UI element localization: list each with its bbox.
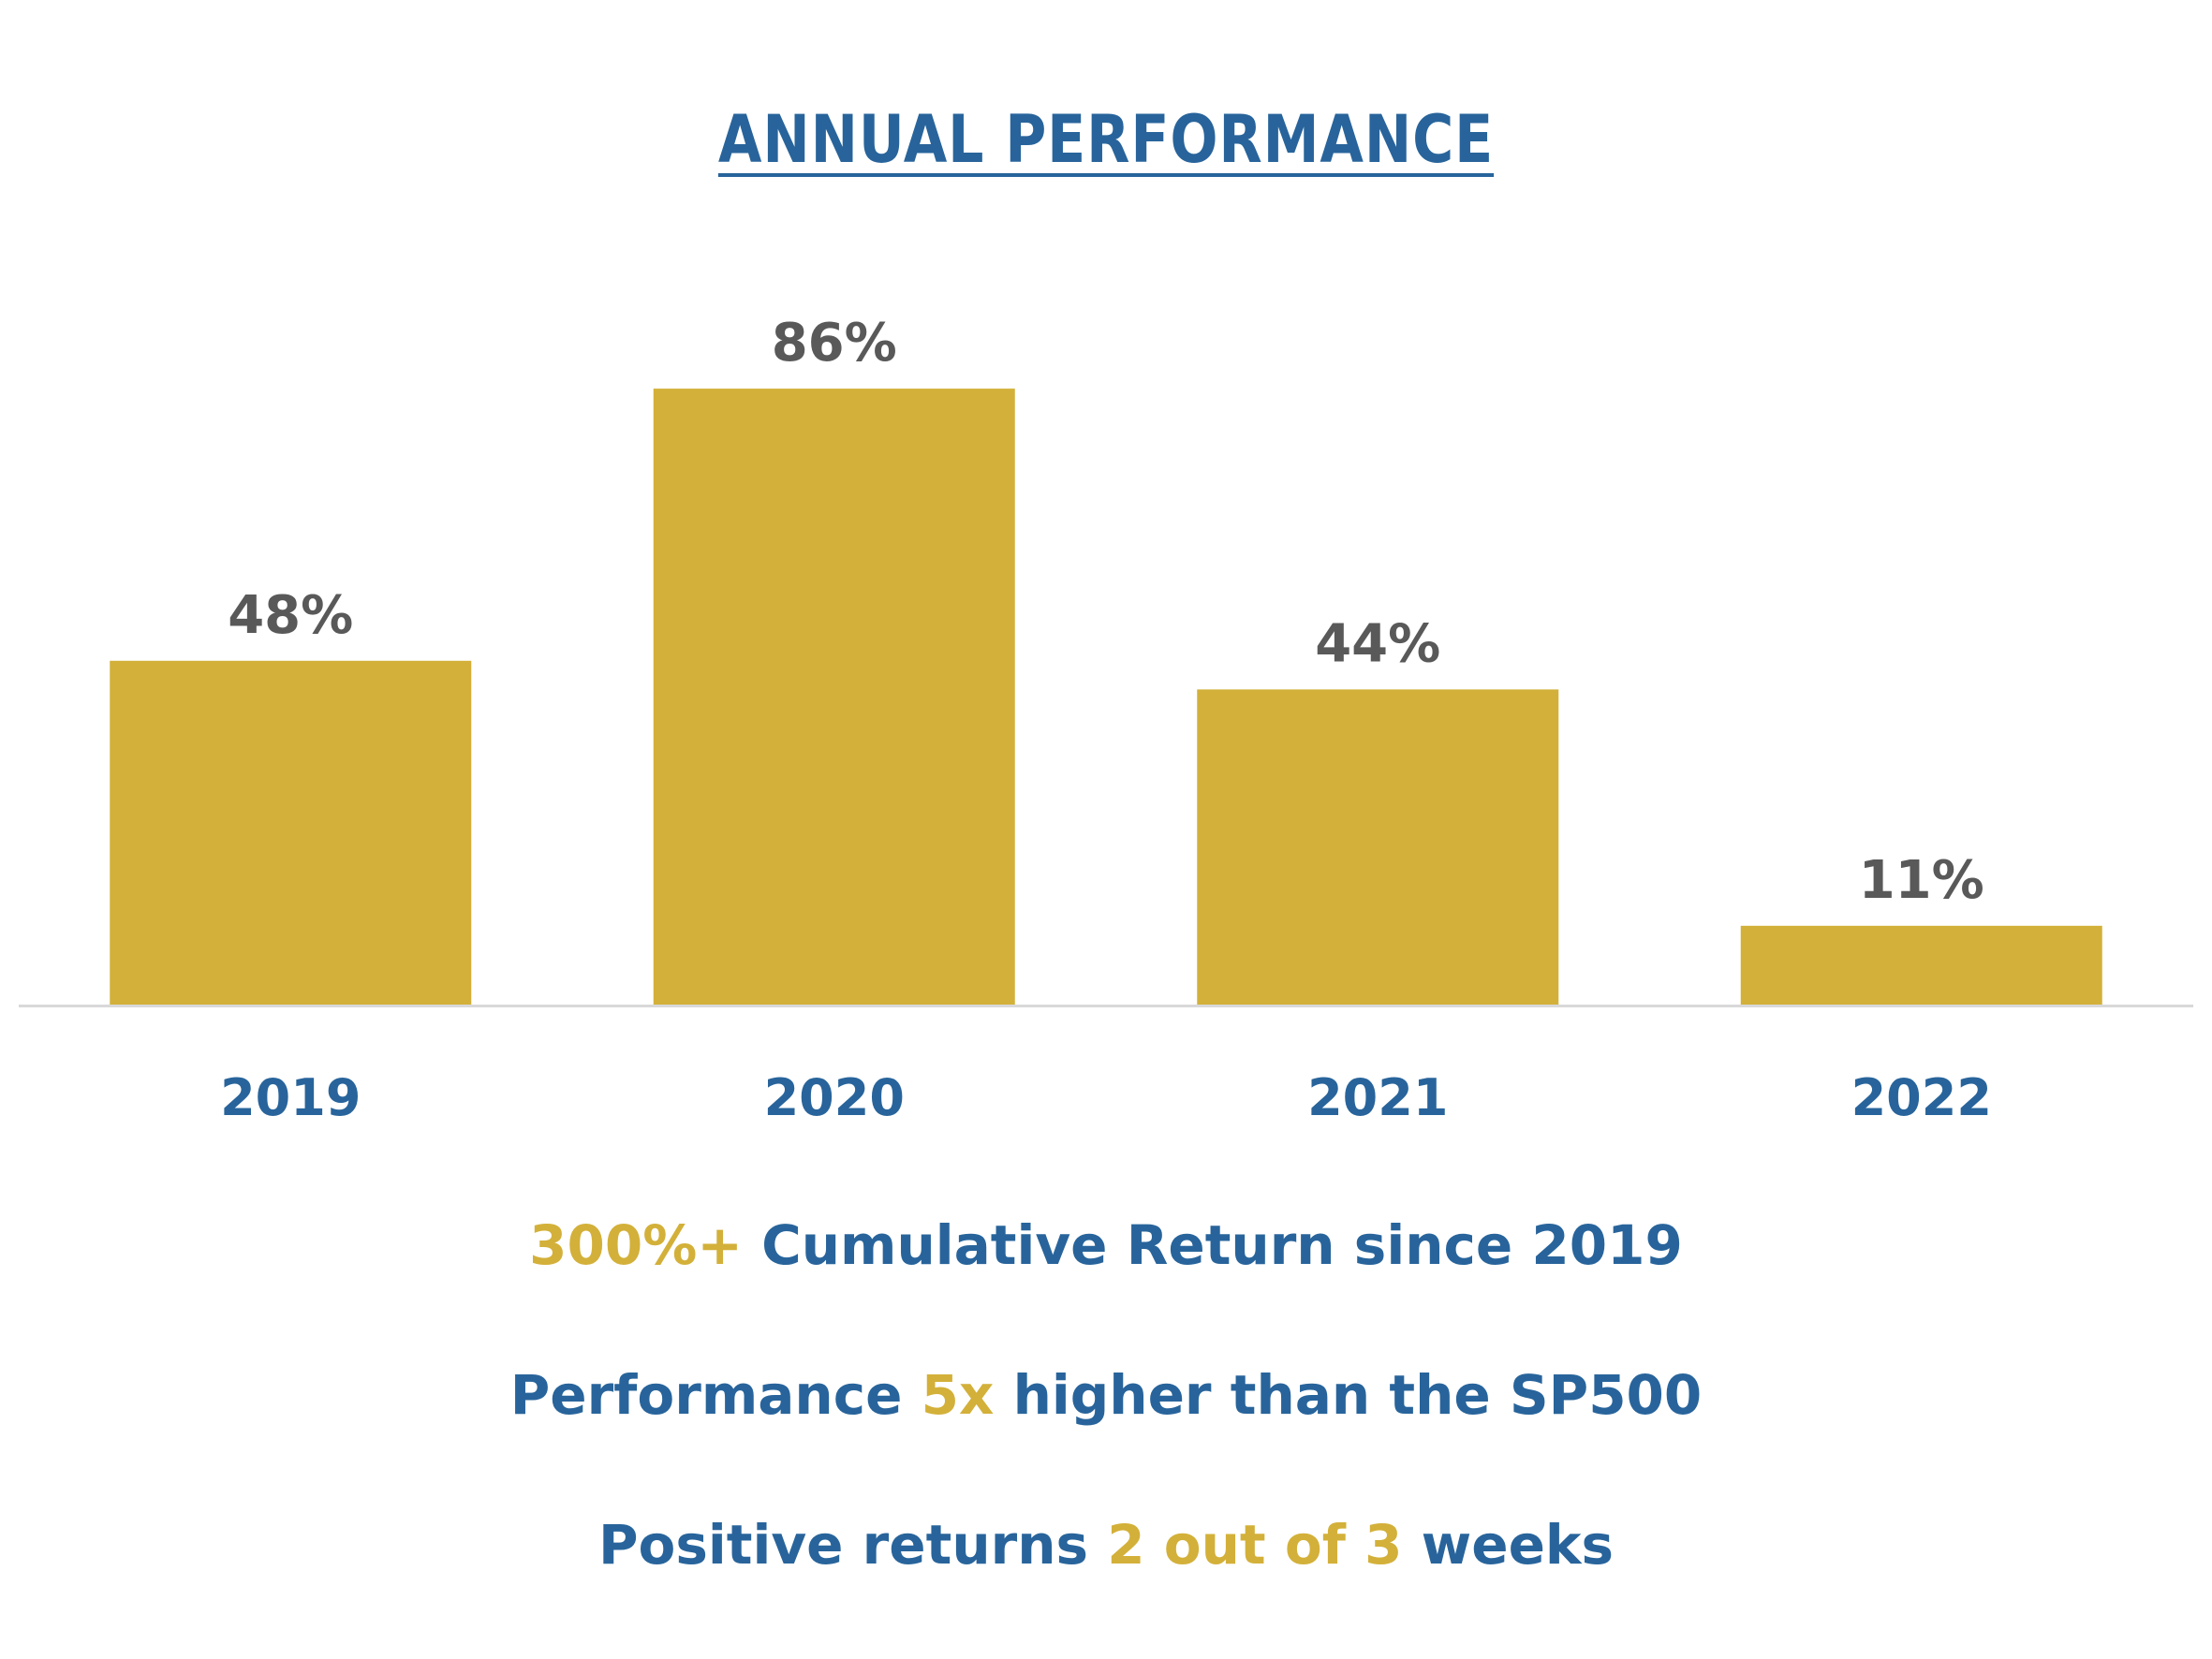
bar-2021	[1197, 689, 1559, 1005]
bar-group	[110, 389, 2102, 1006]
cumulative-return-text: Cumulative Return since 2019	[742, 1213, 1683, 1277]
value-label-2019: 48%	[228, 585, 353, 646]
value-label-group: 48% 86% 44% 11%	[228, 313, 1984, 911]
value-label-2021: 44%	[1315, 613, 1440, 674]
value-label-2020: 86%	[772, 313, 897, 374]
sp500-text-before: Performance	[509, 1363, 922, 1427]
bar-2022	[1740, 925, 2102, 1005]
category-label-2020: 2020	[764, 1068, 905, 1127]
bar-2019	[110, 660, 472, 1005]
category-label-2021: 2021	[1307, 1068, 1448, 1127]
category-label-2022: 2022	[1851, 1068, 1992, 1127]
sp500-multiple-value: 5x	[921, 1363, 995, 1427]
cumulative-return-value: 300%+	[529, 1213, 743, 1277]
sp500-text-after: higher than the SP500	[994, 1363, 1703, 1427]
positive-weeks-text-before: Positive returns	[597, 1513, 1108, 1577]
positive-weeks-text-after: weeks	[1402, 1513, 1615, 1577]
positive-weeks-callout: Positive returns 2 out of 3 weeks	[0, 1513, 2212, 1577]
category-label-group: 2019 2020 2021 2022	[220, 1068, 1992, 1127]
category-label-2019: 2019	[220, 1068, 361, 1127]
chart-title: ANNUAL PERFORMANCE	[717, 101, 1495, 178]
value-label-2022: 11%	[1859, 850, 1984, 911]
bar-2020	[653, 389, 1015, 1006]
cumulative-return-callout: 300%+ Cumulative Return since 2019	[0, 1213, 2212, 1277]
positive-weeks-value: 2 out of 3	[1107, 1513, 1403, 1577]
sp500-comparison-callout: Performance 5x higher than the SP500	[0, 1363, 2212, 1427]
